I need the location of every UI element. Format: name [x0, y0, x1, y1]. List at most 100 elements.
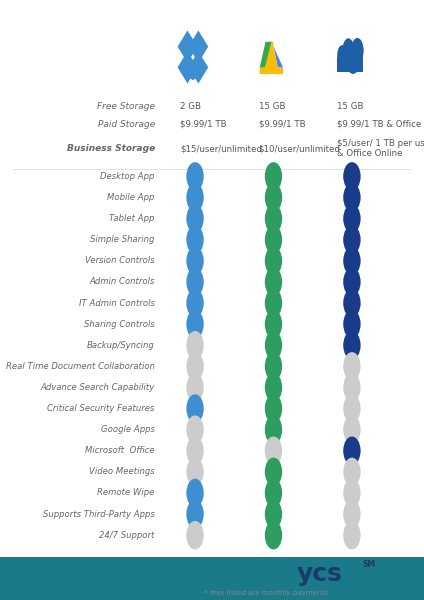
Ellipse shape [265, 394, 282, 423]
Text: $9.99/1 TB: $9.99/1 TB [180, 119, 227, 128]
Text: Simple Sharing: Simple Sharing [90, 235, 155, 244]
Ellipse shape [343, 521, 360, 550]
Ellipse shape [187, 394, 204, 423]
Text: Mobile App: Mobile App [107, 193, 155, 202]
Text: Supports Third-Party Apps: Supports Third-Party Apps [43, 509, 155, 518]
Ellipse shape [187, 458, 204, 486]
Polygon shape [271, 42, 283, 68]
Text: 15 GB: 15 GB [337, 102, 363, 112]
Ellipse shape [343, 162, 360, 191]
Ellipse shape [187, 289, 204, 317]
Ellipse shape [343, 415, 360, 444]
Ellipse shape [187, 479, 204, 507]
Text: Real Time Document Collaboration: Real Time Document Collaboration [6, 362, 155, 371]
Text: $15/user/unlimited: $15/user/unlimited [180, 144, 262, 153]
Ellipse shape [343, 310, 360, 338]
Ellipse shape [265, 183, 282, 212]
Polygon shape [178, 31, 197, 63]
Polygon shape [187, 60, 198, 80]
Text: Video Meetings: Video Meetings [89, 467, 155, 476]
Text: Free Storage: Free Storage [97, 102, 155, 112]
Ellipse shape [187, 437, 204, 465]
Ellipse shape [265, 500, 282, 529]
Ellipse shape [343, 38, 354, 61]
Ellipse shape [343, 500, 360, 529]
Text: $9.99/1 TB: $9.99/1 TB [259, 119, 305, 128]
Text: Remote Wipe: Remote Wipe [98, 488, 155, 497]
Ellipse shape [265, 479, 282, 507]
Polygon shape [259, 42, 272, 68]
Ellipse shape [265, 373, 282, 402]
Text: Paid Storage: Paid Storage [98, 119, 155, 128]
Ellipse shape [187, 331, 204, 359]
FancyBboxPatch shape [0, 557, 424, 600]
Text: ycs: ycs [297, 562, 343, 586]
Ellipse shape [351, 38, 364, 63]
Polygon shape [189, 31, 208, 63]
Ellipse shape [343, 394, 360, 423]
Text: Advance Search Capability: Advance Search Capability [41, 383, 155, 392]
Ellipse shape [265, 289, 282, 317]
Text: 15 GB: 15 GB [259, 102, 285, 112]
Ellipse shape [343, 331, 360, 359]
Ellipse shape [187, 373, 204, 402]
Text: * fees listed are monthly payments: * fees listed are monthly payments [204, 590, 327, 596]
Ellipse shape [343, 226, 360, 254]
Ellipse shape [343, 479, 360, 507]
Ellipse shape [346, 44, 360, 74]
Text: Desktop App: Desktop App [100, 172, 155, 181]
Ellipse shape [343, 352, 360, 380]
Ellipse shape [265, 521, 282, 550]
Ellipse shape [187, 162, 204, 191]
Text: $10/user/unlimited: $10/user/unlimited [259, 144, 340, 153]
Ellipse shape [343, 247, 360, 275]
Ellipse shape [343, 458, 360, 486]
Text: Tablet App: Tablet App [109, 214, 155, 223]
Ellipse shape [265, 352, 282, 380]
Ellipse shape [343, 289, 360, 317]
Text: Business Storage: Business Storage [67, 144, 155, 153]
Ellipse shape [187, 205, 204, 233]
Polygon shape [189, 51, 208, 83]
Ellipse shape [265, 437, 282, 465]
Ellipse shape [187, 183, 204, 212]
Polygon shape [259, 42, 271, 68]
Ellipse shape [265, 415, 282, 444]
Text: IT Admin Controls: IT Admin Controls [79, 299, 155, 308]
Ellipse shape [265, 458, 282, 486]
Ellipse shape [265, 205, 282, 233]
Text: $9.99/1 TB & Office 365: $9.99/1 TB & Office 365 [337, 119, 424, 128]
Ellipse shape [265, 226, 282, 254]
Text: $5/user/ 1 TB per user
& Office Online: $5/user/ 1 TB per user & Office Online [337, 139, 424, 158]
FancyBboxPatch shape [337, 57, 363, 72]
Ellipse shape [343, 437, 360, 465]
Text: SM: SM [363, 560, 376, 569]
Ellipse shape [187, 352, 204, 380]
Polygon shape [178, 51, 197, 83]
Ellipse shape [265, 162, 282, 191]
Ellipse shape [265, 310, 282, 338]
Text: Critical Security Features: Critical Security Features [47, 404, 155, 413]
Ellipse shape [337, 45, 347, 65]
Text: Microsoft  Office: Microsoft Office [85, 446, 155, 455]
Ellipse shape [187, 500, 204, 529]
Ellipse shape [187, 247, 204, 275]
Ellipse shape [187, 226, 204, 254]
Text: Version Controls: Version Controls [85, 256, 155, 265]
Ellipse shape [265, 331, 282, 359]
Ellipse shape [187, 310, 204, 338]
Ellipse shape [187, 415, 204, 444]
Ellipse shape [343, 183, 360, 212]
Text: Google Apps: Google Apps [101, 425, 155, 434]
Text: 2 GB: 2 GB [180, 102, 201, 112]
Ellipse shape [343, 205, 360, 233]
Text: 24/7 Support: 24/7 Support [99, 530, 155, 540]
Ellipse shape [265, 268, 282, 296]
Ellipse shape [343, 373, 360, 402]
Ellipse shape [265, 247, 282, 275]
Ellipse shape [187, 268, 204, 296]
Text: Sharing Controls: Sharing Controls [84, 320, 155, 329]
Text: Backup/Syncing: Backup/Syncing [87, 341, 155, 350]
Polygon shape [259, 42, 283, 74]
Ellipse shape [343, 268, 360, 296]
